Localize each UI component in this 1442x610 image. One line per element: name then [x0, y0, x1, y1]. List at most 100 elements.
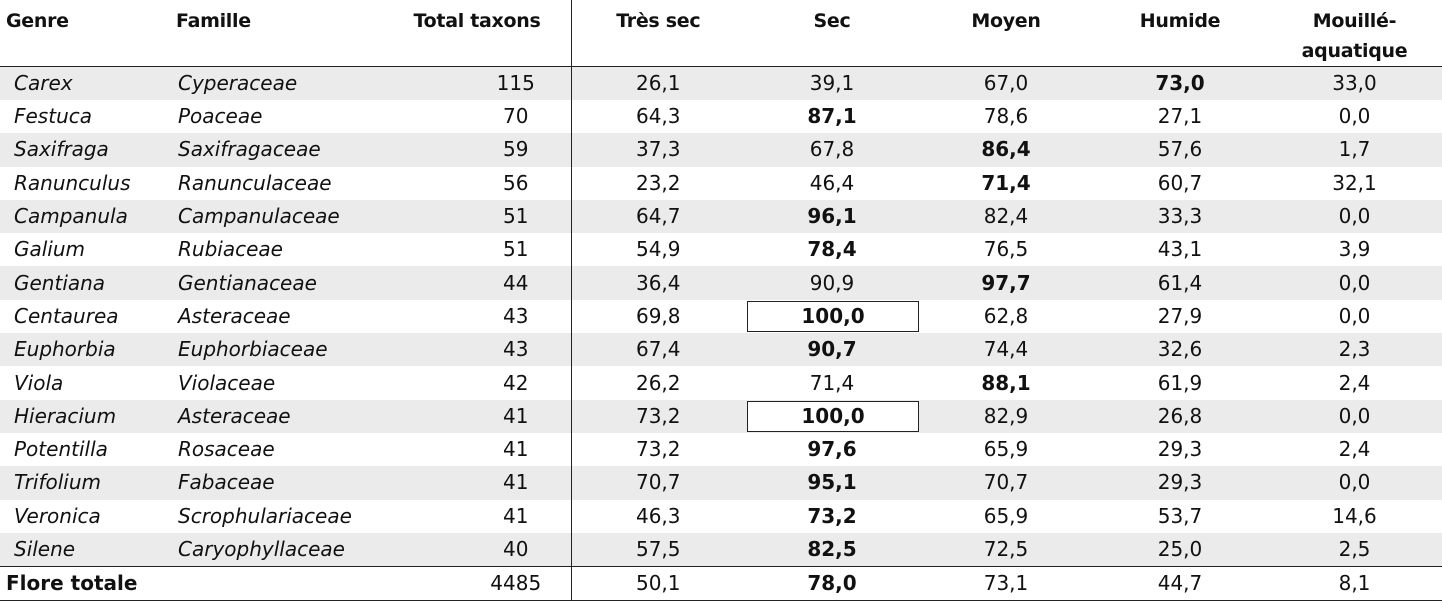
cell-moyen: 78,6: [983, 104, 1029, 129]
header-sec: Sec: [745, 0, 919, 67]
table-row: Viola Violaceae 42 26,2 71,4 88,1 61,9 2,4: [0, 366, 1442, 400]
cell-sec: 78,4: [807, 237, 857, 262]
cell-moyen: 74,4: [919, 333, 1093, 367]
cell-genre: Viola: [14, 370, 64, 395]
cell-moyen: 82,9: [919, 399, 1093, 433]
cell-famille: Caryophyllaceae: [170, 532, 405, 567]
cell-famille: Euphorbiaceae: [170, 333, 405, 367]
cell-famille: Fabaceae: [170, 466, 405, 500]
footer-total: 4485: [405, 565, 572, 601]
cell-tres-sec: 73,2: [571, 399, 745, 433]
cell-genre: Gentiana: [0, 266, 170, 300]
cell-humide: 61,4: [1093, 266, 1267, 300]
cell-sec: 46,4: [809, 170, 855, 195]
cell-genre: Saxifraga: [0, 133, 170, 167]
cell-genre: Campanula: [0, 199, 170, 234]
cell-mouille: 0,0: [1267, 266, 1442, 300]
cell-total-taxons: 115: [405, 66, 572, 100]
cell-genre: Galium: [14, 237, 86, 262]
cell-mouille: 2,3: [1267, 333, 1442, 367]
cell-sec: 95,1: [745, 466, 919, 500]
cell-humide: 27,9: [1157, 303, 1203, 328]
cell-total-taxons: 56: [405, 166, 572, 200]
cell-humide: 26,8: [1093, 399, 1267, 433]
cell-total-taxons: 70: [405, 100, 572, 134]
cell-sec: 90,7: [745, 333, 919, 367]
cell-moyen: 67,0: [919, 66, 1093, 100]
cell-mouille: 33,0: [1267, 66, 1442, 100]
cell-genre: Trifolium: [0, 466, 170, 500]
cell-famille: Rubiaceae: [178, 237, 283, 262]
cell-total-taxons: 41: [405, 399, 572, 433]
cell-mouille: 0,0: [1267, 466, 1442, 500]
cell-famille: Poaceae: [178, 104, 263, 129]
cell-sec: 39,1: [745, 66, 919, 100]
cell-sec: 73,2: [807, 503, 857, 528]
cell-humide: 29,3: [1157, 437, 1203, 462]
cell-mouille: 14,6: [1332, 503, 1377, 528]
header-mouille-line2: aquatique: [1301, 40, 1408, 62]
cell-tres-sec: 26,1: [571, 66, 745, 100]
cell-tres-sec: 57,5: [571, 532, 745, 567]
cell-tres-sec: 64,3: [635, 104, 681, 129]
header-genre: Genre: [0, 0, 170, 67]
cell-tres-sec: 73,2: [635, 437, 681, 462]
cell-tres-sec: 69,8: [635, 303, 681, 328]
cell-moyen: 62,8: [983, 303, 1029, 328]
table-row: Euphorbia Euphorbiaceae 43 67,4 90,7 74,4 32,6…: [0, 333, 1442, 367]
cell-sec: 67,8: [745, 133, 919, 167]
cell-total-taxons: 41: [405, 466, 572, 500]
boxed-value: 100,0: [747, 400, 919, 432]
cell-total-taxons: 59: [405, 133, 572, 167]
cell-moyen: 72,5: [919, 532, 1093, 567]
cell-total-taxons: 41: [405, 432, 572, 467]
cell-famille: Rosaceae: [178, 437, 275, 462]
header-famille: Famille: [170, 0, 405, 67]
cell-humide: 33,3: [1093, 199, 1267, 234]
cell-sec: 100,0: [745, 399, 919, 433]
cell-genre: Potentilla: [14, 437, 108, 462]
table-row: Ranunculus Ranunculaceae 56 23,2 46,4 71,4 60,…: [0, 166, 1442, 200]
footer-mouille: 8,1: [1267, 565, 1442, 601]
cell-famille: Gentianaceae: [170, 266, 405, 300]
cell-humide: 57,6: [1093, 133, 1267, 167]
cell-moyen: 70,7: [919, 466, 1093, 500]
cell-sec: 82,5: [745, 532, 919, 567]
cell-famille: Ranunculaceae: [178, 170, 332, 195]
footer-moyen: 73,1: [919, 565, 1093, 601]
cell-famille: Saxifragaceae: [170, 133, 405, 167]
cell-genre: Centaurea: [14, 303, 119, 328]
cell-moyen: 65,9: [983, 437, 1029, 462]
cell-sec: 87,1: [807, 104, 857, 129]
cell-moyen: 97,7: [919, 266, 1093, 300]
cell-total-taxons: 51: [405, 199, 572, 234]
table-row: Centaurea Asteraceae 43 69,8 100,0 62,8 27,9 0,…: [0, 299, 1442, 334]
cell-genre: Silene: [0, 532, 170, 567]
cell-mouille: 2,4: [1338, 437, 1371, 462]
header-tres-sec: Très sec: [571, 0, 745, 67]
header-total-taxons: Total taxons: [405, 0, 572, 67]
cell-sec: 90,9: [745, 266, 919, 300]
footer-row: Flore totale 4485 50,1 78,0 73,1 44,7 8,…: [0, 565, 1442, 601]
cell-famille: Campanulaceae: [170, 199, 405, 234]
cell-total-taxons: 41: [405, 499, 572, 533]
footer-humide: 44,7: [1093, 565, 1267, 601]
cell-famille: Violaceae: [178, 370, 276, 395]
header-row: Genre Famille Total taxons Très sec Sec …: [0, 0, 1442, 67]
boxed-value: 100,0: [747, 300, 919, 332]
cell-moyen: 65,9: [983, 503, 1029, 528]
header-humide: Humide: [1093, 0, 1267, 67]
table-row: Silene Caryophyllaceae 40 57,5 82,5 72,5 25,0 2…: [0, 532, 1442, 567]
header-mouille-line1: Mouillé-: [1312, 10, 1397, 32]
cell-total-taxons: 44: [405, 266, 572, 300]
header-mouille-aquatique: Mouillé-aquatique: [1267, 0, 1442, 67]
cell-humide: 29,3: [1093, 466, 1267, 500]
cell-tres-sec: 46,3: [635, 503, 681, 528]
table-row: Galium Rubiaceae 51 54,9 78,4 76,5 43,1 3,9: [0, 233, 1442, 267]
table-row: Hieracium Asteraceae 41 73,2 100,0 82,9 26,8 0,…: [0, 399, 1442, 433]
footer-tres-sec: 50,1: [571, 565, 745, 601]
cell-genre: Veronica: [14, 503, 101, 528]
cell-tres-sec: 37,3: [571, 133, 745, 167]
cell-mouille: 2,5: [1267, 532, 1442, 567]
